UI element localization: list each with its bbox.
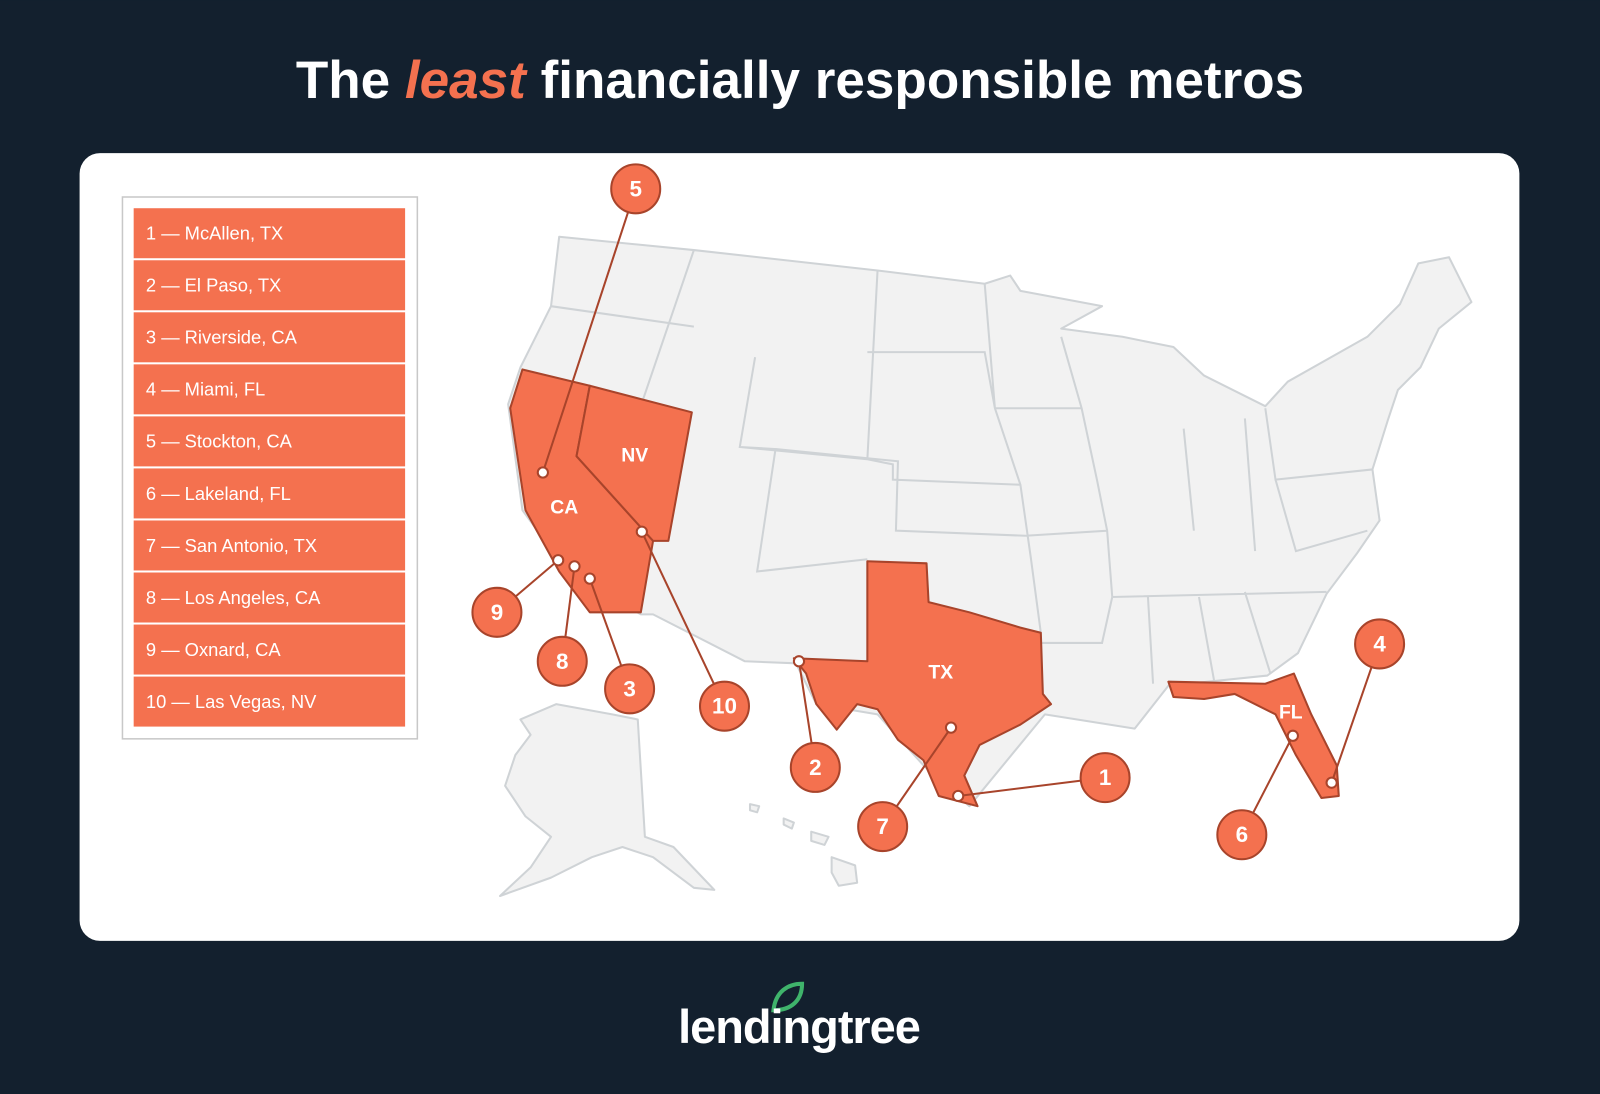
marker-badge	[610, 163, 662, 215]
legend-item: 5 — Stockton, CA	[146, 431, 293, 452]
state-nv	[575, 384, 693, 542]
marker-badge	[789, 741, 841, 793]
marker-label: 2	[809, 755, 821, 780]
legend-row	[133, 624, 406, 675]
marker-badge	[536, 635, 588, 687]
marker-pin	[792, 655, 806, 668]
marker-pin	[536, 466, 549, 479]
legend-item: 6 — Lakeland, FL	[146, 483, 291, 504]
legend-row	[133, 676, 406, 727]
legend-row	[133, 260, 406, 311]
legend-item: 2 — El Paso, TX	[146, 275, 281, 296]
marker-label: 10	[712, 694, 737, 719]
marker-leader	[640, 531, 726, 707]
state-label: NV	[621, 444, 648, 466]
marker-badge	[1079, 752, 1131, 804]
logo: lendingtree	[678, 1001, 920, 1053]
marker-pin	[635, 525, 648, 538]
marker-pin	[952, 789, 965, 803]
state-fl	[1167, 672, 1340, 800]
marker-badge	[471, 586, 523, 638]
marker-pin	[552, 554, 565, 567]
legend-item: 9 — Oxnard, CA	[146, 639, 281, 660]
legend: 1 — McAllen, TX 2 — El Paso, TX 3 — Rivers…	[133, 208, 406, 727]
marker-label: 4	[1373, 631, 1386, 656]
legend-row	[133, 468, 406, 519]
marker-pin	[1325, 776, 1338, 789]
title: The least financially responsible metros	[296, 51, 1304, 110]
legend-row	[133, 208, 406, 259]
marker-label: 5	[629, 176, 641, 201]
marker-label: 6	[1236, 822, 1248, 847]
marker-badge	[1216, 809, 1268, 861]
marker-badge	[857, 801, 909, 853]
legend-item: 4 — Miami, FL	[146, 379, 265, 400]
hawaii	[748, 803, 859, 887]
legend-row	[133, 416, 406, 467]
legend-item: 8 — Los Angeles, CA	[146, 587, 321, 608]
legend-item: 7 — San Antonio, TX	[146, 535, 317, 556]
state-label: TX	[928, 662, 953, 684]
marker-badge	[1354, 618, 1406, 670]
marker-badge	[604, 663, 656, 715]
map: CA NV TX FL 1 2 3 4 5 6 7 8 9 10	[471, 163, 1473, 897]
us-mainland	[507, 235, 1473, 808]
marker-label: 1	[1099, 765, 1111, 790]
state-borders	[550, 249, 1373, 684]
legend-item: 1 — McAllen, TX	[146, 223, 283, 244]
marker-label: 7	[876, 814, 888, 839]
state-label: CA	[550, 496, 578, 518]
marker-label: 3	[623, 676, 635, 701]
state-tx	[792, 560, 1053, 808]
legend-item: 3 — Riverside, CA	[146, 327, 298, 348]
marker-label: 9	[491, 600, 503, 625]
marker-pin	[944, 721, 958, 734]
marker-pin	[1286, 729, 1299, 742]
title-emphasis: least	[405, 51, 528, 110]
logo-leaf	[771, 981, 805, 1013]
marker-leader	[541, 188, 637, 473]
legend-row	[133, 312, 406, 363]
marker-label: 8	[556, 649, 568, 674]
title-text: financially responsible metros	[541, 51, 1305, 110]
legend-row	[133, 520, 406, 571]
state-label: FL	[1279, 701, 1303, 723]
marker-badge	[698, 680, 750, 732]
marker-pin	[583, 572, 596, 585]
alaska	[498, 703, 716, 897]
legend-row	[133, 364, 406, 415]
markers: 1 2 3 4 5 6 7 8 9 10	[471, 163, 1406, 861]
marker-pin	[568, 560, 581, 573]
legend-item: 10 — Las Vegas, NV	[146, 691, 317, 712]
title-text: The	[296, 51, 390, 110]
legend-row	[133, 572, 406, 623]
